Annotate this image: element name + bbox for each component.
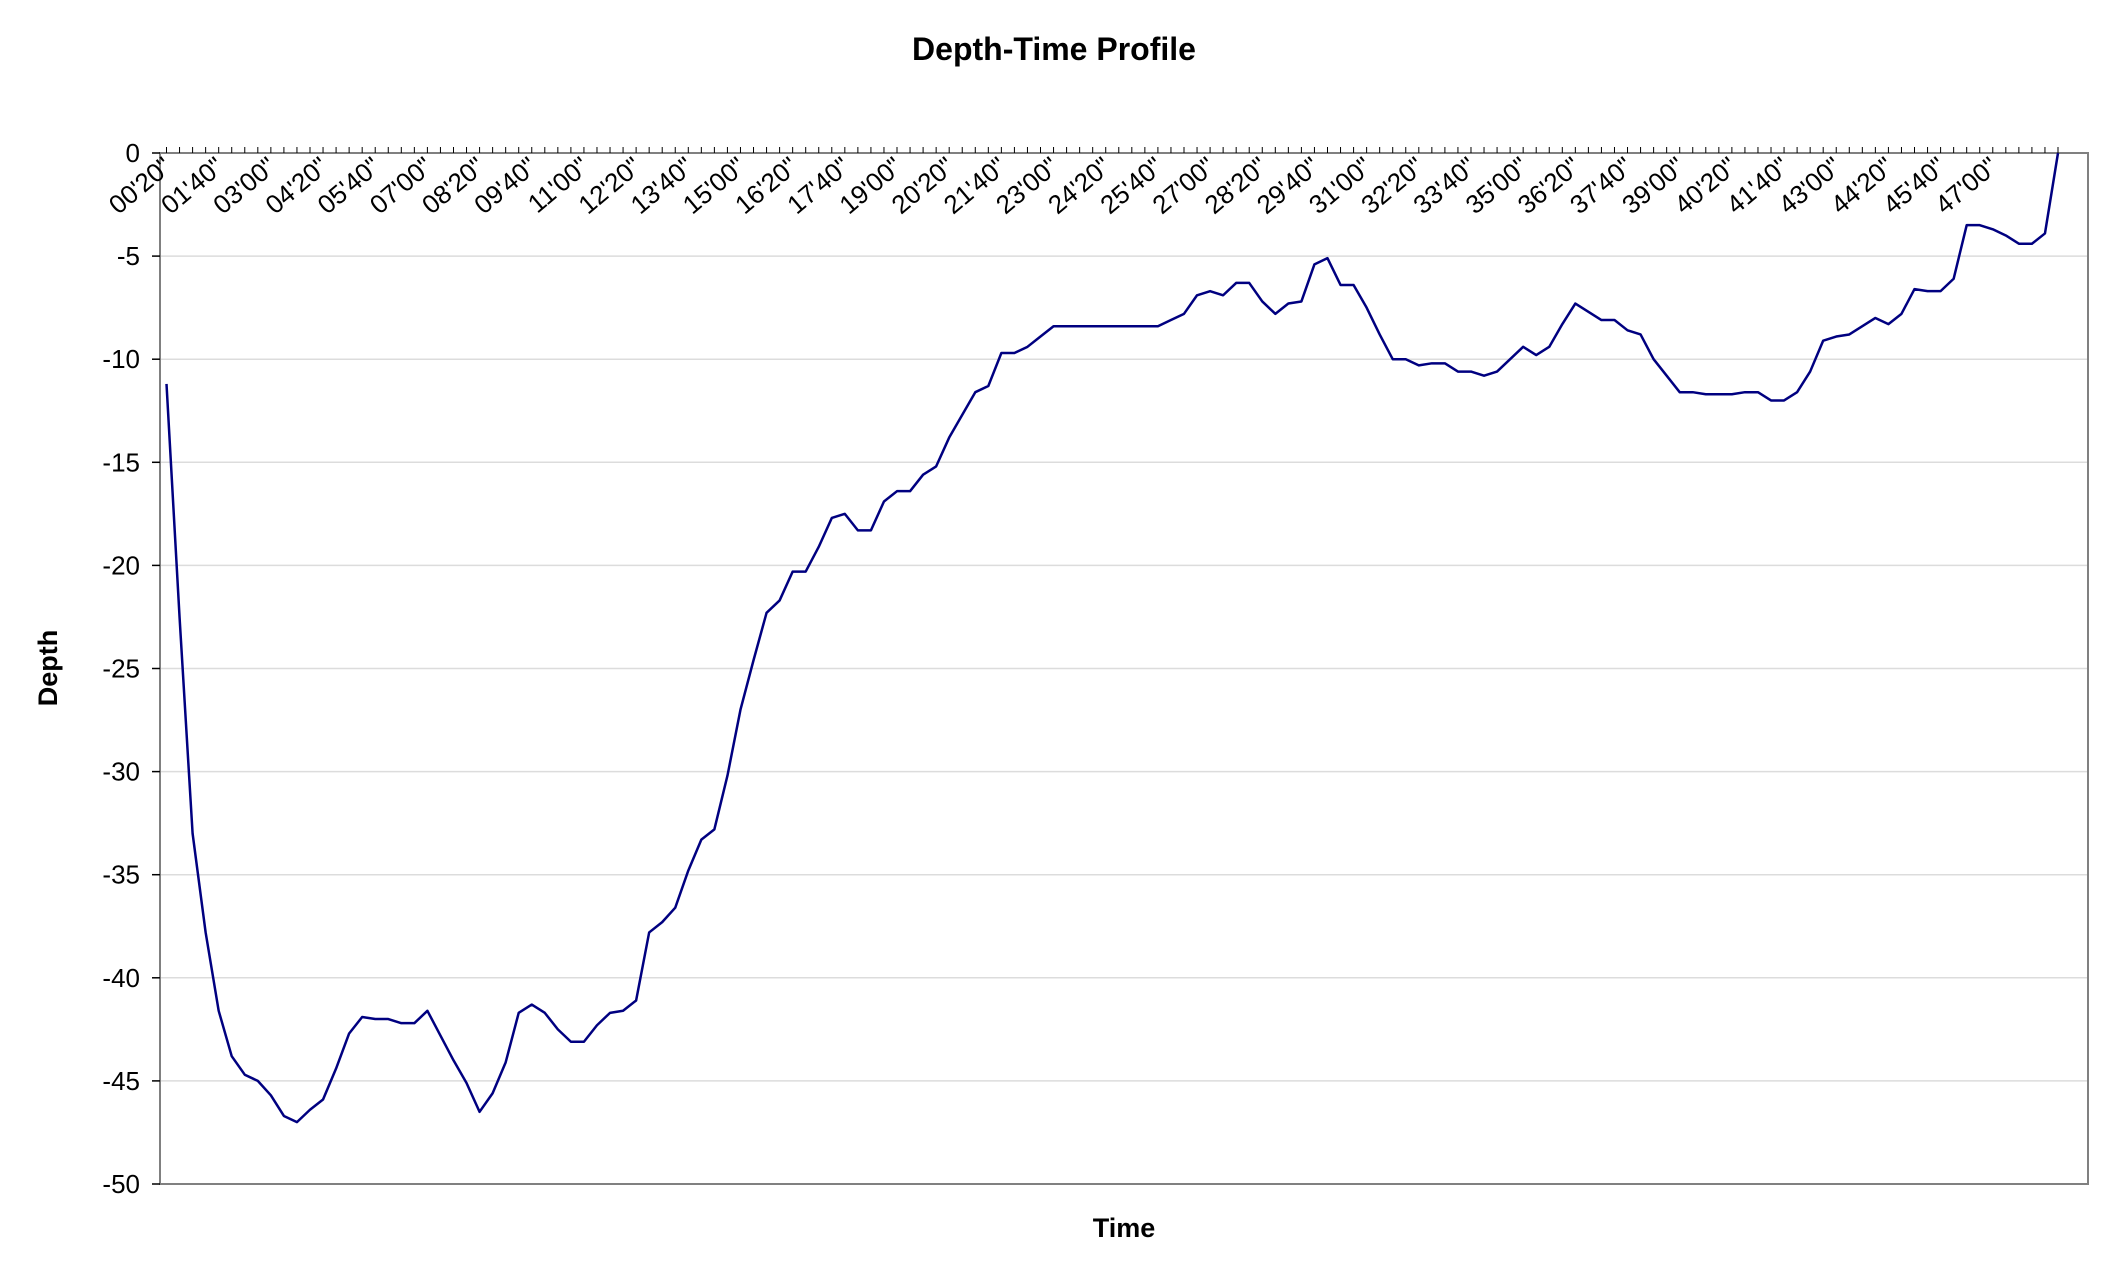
y-tick-label: -30 [102,757,140,787]
y-axis-ticks: 0 -5 -10 -15 -20 -25 -30 -35 -40 -45 -50 [102,138,160,1199]
y-tick-label: 0 [126,138,140,168]
y-tick-label: -10 [102,344,140,374]
y-tick-label: -35 [102,860,140,890]
y-axis-title: Depth [33,630,63,707]
y-tick-label: -45 [102,1066,140,1096]
y-tick-label: -5 [117,241,140,271]
depth-series-line [165,152,2060,1124]
y-tick-label: -20 [102,550,140,580]
chart-title: Depth-Time Profile [912,31,1196,67]
y-tick-label: -40 [102,963,140,993]
gridlines [160,255,2088,1082]
x-axis-ticks: 00'20"01'40"03'00"04'20"05'40"07'00"08'2… [103,147,2059,220]
x-axis-title: Time [1093,1213,1156,1243]
y-tick-label: -50 [102,1169,140,1199]
y-tick-label: -15 [102,447,140,477]
y-tick-label: -25 [102,654,140,684]
